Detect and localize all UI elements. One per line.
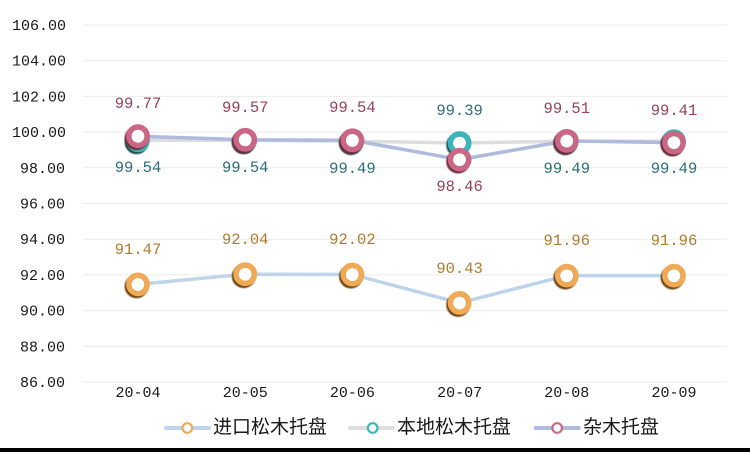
svg-text:106.00: 106.00 bbox=[12, 18, 66, 35]
svg-text:92.04: 92.04 bbox=[222, 231, 269, 249]
svg-text:96.00: 96.00 bbox=[20, 197, 65, 214]
svg-text:90.00: 90.00 bbox=[20, 304, 65, 321]
svg-text:99.49: 99.49 bbox=[651, 160, 698, 178]
svg-text:86.00: 86.00 bbox=[20, 375, 65, 392]
svg-text:90.43: 90.43 bbox=[436, 260, 483, 278]
svg-text:99.54: 99.54 bbox=[329, 99, 376, 117]
svg-text:杂木托盘: 杂木托盘 bbox=[583, 416, 659, 438]
svg-text:20-09: 20-09 bbox=[651, 385, 696, 402]
svg-text:88.00: 88.00 bbox=[20, 339, 65, 356]
svg-text:本地松木托盘: 本地松木托盘 bbox=[397, 416, 511, 438]
svg-text:99.77: 99.77 bbox=[115, 95, 162, 113]
svg-text:98.00: 98.00 bbox=[20, 161, 65, 178]
svg-text:进口松木托盘: 进口松木托盘 bbox=[213, 416, 327, 438]
svg-text:91.47: 91.47 bbox=[115, 241, 162, 259]
svg-text:91.96: 91.96 bbox=[651, 232, 698, 250]
svg-text:99.51: 99.51 bbox=[544, 100, 591, 118]
svg-text:20-06: 20-06 bbox=[330, 385, 375, 402]
svg-text:20-05: 20-05 bbox=[223, 385, 268, 402]
svg-text:102.00: 102.00 bbox=[12, 89, 66, 106]
svg-text:20-08: 20-08 bbox=[544, 385, 589, 402]
svg-text:99.54: 99.54 bbox=[115, 159, 162, 177]
svg-text:98.46: 98.46 bbox=[436, 178, 483, 196]
svg-text:92.02: 92.02 bbox=[329, 231, 376, 249]
svg-text:20-04: 20-04 bbox=[115, 385, 160, 402]
svg-text:99.49: 99.49 bbox=[329, 160, 376, 178]
svg-text:104.00: 104.00 bbox=[12, 54, 66, 71]
svg-text:99.39: 99.39 bbox=[436, 102, 483, 120]
svg-text:99.54: 99.54 bbox=[222, 159, 269, 177]
svg-text:91.96: 91.96 bbox=[544, 232, 591, 250]
svg-text:100.00: 100.00 bbox=[12, 125, 66, 142]
svg-text:99.57: 99.57 bbox=[222, 99, 269, 117]
svg-text:20-07: 20-07 bbox=[437, 385, 482, 402]
svg-text:99.41: 99.41 bbox=[651, 102, 698, 120]
svg-text:94.00: 94.00 bbox=[20, 232, 65, 249]
svg-text:99.49: 99.49 bbox=[544, 160, 591, 178]
svg-text:92.00: 92.00 bbox=[20, 268, 65, 285]
